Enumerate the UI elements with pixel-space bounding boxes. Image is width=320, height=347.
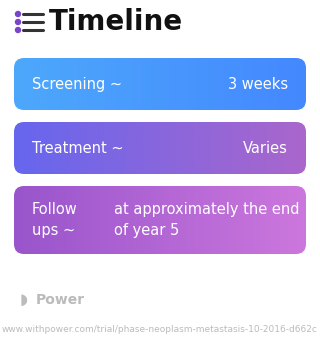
Circle shape [15, 19, 20, 25]
Text: 3 weeks: 3 weeks [228, 76, 288, 92]
Text: Varies: Varies [243, 141, 288, 155]
FancyBboxPatch shape [14, 58, 306, 110]
Text: Treatment ~: Treatment ~ [32, 141, 124, 155]
Text: ◗: ◗ [20, 293, 28, 307]
Text: Power: Power [36, 293, 85, 307]
Text: Follow
ups ~: Follow ups ~ [32, 202, 78, 238]
FancyBboxPatch shape [14, 186, 306, 254]
Circle shape [15, 11, 20, 17]
FancyBboxPatch shape [14, 122, 306, 174]
Text: www.withpower.com/trial/phase-neoplasm-metastasis-10-2016-d662c: www.withpower.com/trial/phase-neoplasm-m… [2, 325, 318, 335]
Text: Timeline: Timeline [49, 8, 183, 36]
Circle shape [15, 27, 20, 33]
Text: Screening ~: Screening ~ [32, 76, 122, 92]
Text: at approximately the end
of year 5: at approximately the end of year 5 [114, 202, 300, 238]
